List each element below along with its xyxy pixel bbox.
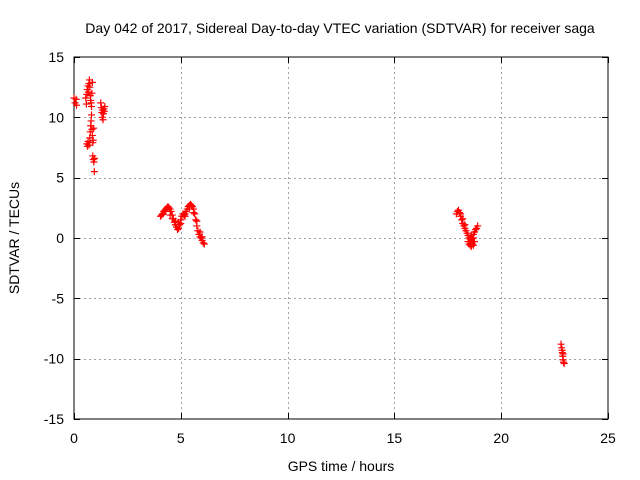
data-point bbox=[191, 210, 199, 218]
y-tick-label: 10 bbox=[48, 109, 64, 125]
data-point bbox=[90, 158, 98, 166]
data-point bbox=[82, 94, 90, 102]
data-point bbox=[198, 233, 206, 241]
y-tick-label: 5 bbox=[56, 170, 64, 186]
data-point bbox=[88, 131, 96, 139]
data-point bbox=[91, 154, 99, 162]
data-point bbox=[84, 88, 92, 96]
data-point bbox=[177, 220, 185, 228]
data-point bbox=[193, 217, 201, 225]
y-tick-label: -5 bbox=[52, 290, 65, 306]
y-tick-label: -10 bbox=[44, 351, 64, 367]
data-point bbox=[459, 215, 467, 223]
y-axis-label: SDTVAR / TECUs bbox=[6, 182, 22, 294]
data-point bbox=[200, 240, 208, 248]
data-point bbox=[90, 124, 98, 132]
data-point bbox=[196, 228, 204, 236]
x-tick-label: 10 bbox=[280, 430, 296, 446]
x-tick-label: 5 bbox=[177, 430, 185, 446]
grid-lines bbox=[74, 57, 608, 419]
data-point bbox=[86, 83, 94, 91]
data-point bbox=[190, 209, 198, 217]
data-point bbox=[166, 211, 174, 219]
x-tick-label: 0 bbox=[70, 430, 78, 446]
data-point bbox=[461, 221, 469, 229]
data-point bbox=[90, 168, 98, 176]
data-point bbox=[199, 239, 207, 247]
data-points bbox=[70, 76, 568, 367]
data-point bbox=[174, 226, 182, 234]
y-tick-label: 0 bbox=[56, 230, 64, 246]
data-point bbox=[171, 217, 179, 225]
data-point bbox=[82, 100, 90, 108]
data-point bbox=[192, 216, 200, 224]
data-point bbox=[88, 125, 96, 133]
x-axis-label: GPS time / hours bbox=[288, 458, 395, 474]
data-point bbox=[185, 205, 193, 213]
data-point bbox=[88, 78, 96, 86]
data-point bbox=[175, 224, 183, 232]
data-point bbox=[474, 222, 482, 230]
data-point bbox=[180, 211, 188, 219]
data-point bbox=[87, 117, 95, 125]
data-point bbox=[72, 95, 80, 103]
data-point bbox=[101, 102, 109, 110]
x-tick-label: 15 bbox=[387, 430, 403, 446]
data-point bbox=[187, 201, 195, 209]
data-point bbox=[85, 141, 93, 149]
data-point bbox=[97, 99, 105, 107]
data-point bbox=[471, 238, 478, 246]
data-point bbox=[88, 102, 96, 110]
y-tick-label: 15 bbox=[48, 49, 64, 65]
data-point bbox=[89, 136, 97, 144]
data-point bbox=[158, 211, 166, 219]
axis-ticks: 0 5 10 15 20 25 -15 -10 -5 0 5 10 15 bbox=[44, 49, 616, 446]
data-point bbox=[457, 210, 465, 218]
data-point bbox=[73, 101, 81, 109]
data-point bbox=[560, 359, 568, 367]
data-point bbox=[469, 241, 477, 249]
data-point bbox=[162, 207, 170, 215]
data-point bbox=[165, 204, 173, 212]
data-point bbox=[88, 89, 96, 97]
chart-title: Day 042 of 2017, Sidereal Day-to-day VTE… bbox=[85, 20, 595, 36]
data-point bbox=[88, 111, 96, 119]
y-tick-label: -15 bbox=[44, 411, 64, 427]
data-point bbox=[99, 106, 107, 114]
data-point bbox=[472, 226, 480, 234]
data-point bbox=[560, 358, 568, 366]
data-point bbox=[99, 116, 107, 124]
data-point bbox=[458, 216, 466, 224]
data-point bbox=[84, 137, 92, 145]
data-point bbox=[559, 350, 567, 358]
data-point bbox=[469, 234, 477, 242]
x-tick-label: 20 bbox=[493, 430, 509, 446]
data-point bbox=[83, 142, 91, 150]
data-point bbox=[557, 340, 565, 348]
data-point bbox=[181, 212, 189, 220]
data-point bbox=[456, 209, 464, 217]
x-tick-label: 25 bbox=[600, 430, 616, 446]
data-point bbox=[558, 346, 566, 354]
